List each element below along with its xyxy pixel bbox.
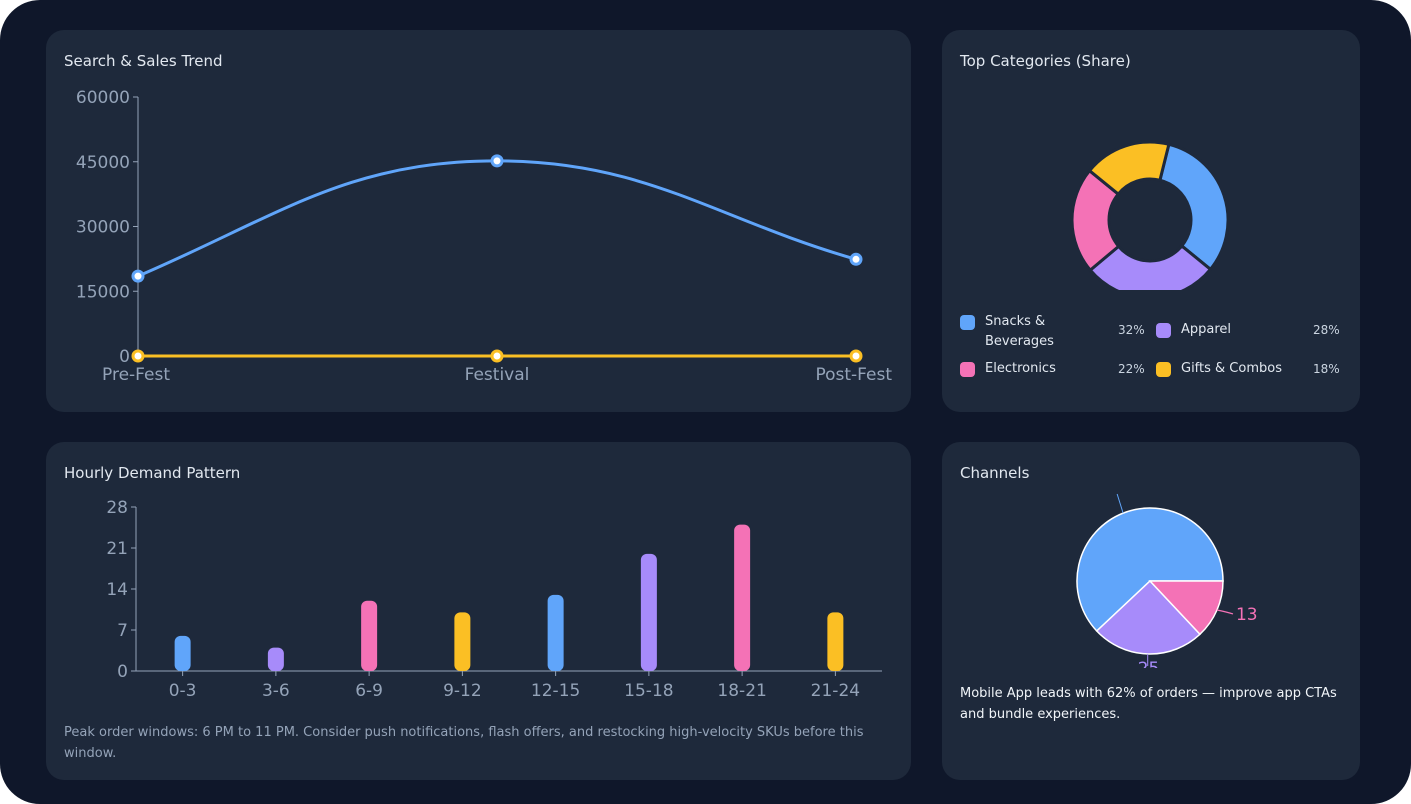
- x-tick-label: Festival: [465, 365, 530, 385]
- channels-insight: Mobile App leads with 62% of orders — im…: [960, 686, 1337, 722]
- pie-slice-web: [1095, 579, 1202, 655]
- legend-item-snacks: Snacks & Beverages: [960, 312, 1085, 352]
- series-point-searches: [490, 154, 504, 168]
- series-line-searches: [137, 159, 857, 278]
- legend-pct: 22%: [1118, 362, 1145, 376]
- series-point-sales: [131, 349, 145, 363]
- legend-pct: 28%: [1313, 323, 1340, 337]
- y-tick-label: 15000: [76, 282, 130, 302]
- y-tick-label: 45000: [76, 153, 130, 173]
- bar-12-15: [547, 594, 564, 671]
- pie-data-label: 13: [1236, 605, 1258, 625]
- hourly-card: Hourly Demand Pattern 28 21 14 7 0 0-3 3-6 6-9 9…: [46, 442, 911, 780]
- pie-slice-mobile-app: [1076, 507, 1224, 633]
- hourly-note: Peak order windows: 6 PM to 11 PM. Consi…: [64, 725, 864, 761]
- bar-18-21: [734, 524, 751, 671]
- y-tick-label: 28: [106, 498, 128, 518]
- pie-slice-other: [1148, 580, 1224, 636]
- x-tick-label: 0-3: [169, 681, 197, 701]
- donut-slice-3: [1087, 140, 1171, 197]
- x-tick-label: 3-6: [262, 681, 290, 701]
- legend-pct: 18%: [1313, 362, 1340, 376]
- trend-title: Search & Sales Trend: [64, 52, 223, 70]
- leader-line: [1116, 493, 1124, 514]
- y-tick-label: 30000: [76, 218, 130, 238]
- y-tick-label: 0: [119, 347, 130, 367]
- x-tick-label: Pre-Fest: [102, 365, 170, 385]
- bar-0-3: [174, 635, 191, 671]
- bar-6-9: [361, 600, 378, 671]
- legend-item-gifts: Gifts & Combos: [1156, 359, 1311, 379]
- legend-item-electronics: Electronics: [960, 359, 1085, 379]
- channels-title: Channels: [960, 464, 1030, 482]
- legend-pct: 32%: [1118, 323, 1145, 337]
- legend-item-apparel: Apparel: [1156, 320, 1281, 340]
- x-tick-label: 9-12: [443, 681, 482, 701]
- legend-swatch: [1156, 362, 1171, 377]
- categories-card: Top Categories (Share) Snacks & Beverage…: [942, 30, 1360, 412]
- series-point-searches: [131, 269, 145, 283]
- categories-donut-chart: [1070, 140, 1230, 290]
- bar-21-24: [827, 612, 844, 671]
- bar-9-12: [454, 612, 471, 671]
- legend-swatch: [960, 362, 975, 377]
- x-tick-label: Post-Fest: [815, 365, 892, 385]
- y-tick-label: 7: [117, 621, 128, 641]
- donut-slice-0: [1158, 142, 1230, 272]
- x-tick-label: 18-21: [717, 681, 766, 701]
- channels-pie-chart: 13 25: [1076, 493, 1258, 668]
- legend-swatch: [960, 315, 975, 330]
- hourly-bar-chart: 28 21 14 7 0 0-3 3-6 6-9 9-12 12-15 15-18 18-21 21-2…: [106, 498, 882, 701]
- series-point-searches: [849, 252, 863, 266]
- y-tick-label: 0: [117, 662, 128, 682]
- legend-swatch: [1156, 323, 1171, 338]
- donut-slice-1: [1088, 243, 1213, 290]
- y-tick-label: 14: [106, 580, 128, 600]
- x-tick-label: 21-24: [811, 681, 860, 701]
- categories-title: Top Categories (Share): [960, 52, 1131, 70]
- pie-data-label: 25: [1138, 659, 1160, 668]
- bar-15-18: [640, 553, 657, 671]
- channels-card: Channels 13 25 Mobile App leads with 62% …: [942, 442, 1360, 780]
- legend-label: Electronics: [985, 361, 1056, 376]
- x-tick-label: 6-9: [355, 681, 383, 701]
- trend-card: Search & Sales Trend 60000 45000 30000 1500…: [46, 30, 911, 412]
- legend-label: Gifts & Combos: [1181, 361, 1282, 376]
- y-tick-label: 60000: [76, 88, 130, 108]
- series-point-sales: [490, 349, 504, 363]
- hourly-title: Hourly Demand Pattern: [64, 464, 241, 482]
- bar-3-6: [267, 647, 284, 671]
- x-tick-label: 12-15: [531, 681, 580, 701]
- x-tick-label: 15-18: [624, 681, 673, 701]
- y-tick-label: 21: [106, 539, 128, 559]
- series-point-sales: [849, 349, 863, 363]
- leader-line: [1216, 609, 1234, 615]
- legend-label: Snacks & Beverages: [985, 314, 1054, 349]
- legend-label: Apparel: [1181, 322, 1232, 337]
